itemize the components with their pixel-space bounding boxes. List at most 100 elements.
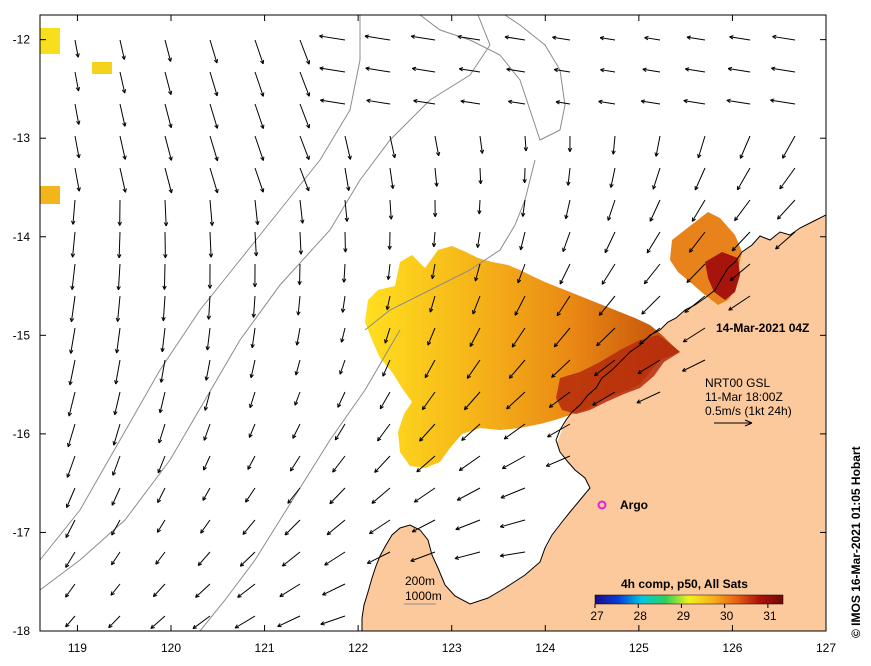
argo-float: Argo: [597, 498, 648, 512]
current-arrow: [455, 519, 481, 530]
depth-legend-1000m: 1000m: [405, 589, 442, 603]
current-arrowhead: [296, 311, 301, 316]
current-arrowhead: [504, 35, 509, 40]
current-arrowhead: [214, 124, 219, 129]
current-arrow: [192, 615, 211, 630]
current-arrow: [777, 199, 796, 220]
current-arrowhead: [686, 278, 691, 284]
current-arrow: [320, 615, 346, 625]
current-arrowhead: [207, 284, 213, 289]
current-arrowhead: [517, 278, 522, 284]
current-arrowhead: [203, 436, 208, 441]
current-arrow: [326, 519, 346, 536]
current-legend-line1: NRT00 GSL: [705, 376, 770, 390]
current-arrowhead: [643, 279, 649, 285]
current-arrow: [500, 519, 526, 528]
current-arrowhead: [469, 342, 474, 347]
current-arrow: [209, 231, 212, 258]
current-arrowhead: [681, 367, 687, 372]
current-arrow: [74, 39, 79, 58]
current-arrow: [164, 71, 172, 95]
current-arrow: [118, 231, 121, 258]
current-arrowhead: [601, 280, 606, 285]
current-arrowhead: [728, 306, 733, 311]
current-arrow: [434, 135, 440, 156]
current-arrow: [474, 263, 481, 282]
current-arrowhead: [598, 99, 603, 105]
current-arrow: [374, 455, 391, 473]
current-arrowhead: [432, 212, 438, 217]
current-arrow: [74, 167, 80, 192]
current-arrow: [284, 519, 301, 536]
current-arrowhead: [260, 92, 265, 97]
current-arrow: [290, 455, 301, 472]
current-arrowhead: [339, 370, 344, 375]
current-arrow: [279, 583, 301, 598]
current-arrow: [599, 37, 616, 41]
current-arrowhead: [427, 341, 432, 346]
colorbar-tick-label: 31: [763, 609, 777, 623]
current-arrow: [74, 71, 80, 92]
lon-tick-label: 125: [629, 641, 649, 655]
current-arrowhead: [163, 222, 169, 227]
current-arrowhead: [337, 403, 342, 408]
current-arrowhead: [652, 185, 657, 190]
current-arrowhead: [110, 560, 116, 566]
current-arrowhead: [65, 533, 70, 539]
current-arrow: [155, 551, 166, 565]
sst-patch: [365, 246, 680, 468]
current-arrow: [636, 391, 661, 404]
current-arrow: [209, 167, 218, 194]
timestamp-label: 14-Mar-2021 04Z: [716, 321, 809, 335]
current-arrowhead: [640, 99, 646, 104]
current-arrowhead: [364, 34, 369, 39]
current-arrow: [371, 487, 391, 504]
current-arrowhead: [245, 498, 250, 503]
current-arrowhead: [463, 405, 469, 411]
current-arrow: [159, 391, 166, 413]
current-arrowhead: [156, 528, 162, 533]
current-arrowhead: [609, 183, 614, 188]
current-arrow: [237, 583, 256, 598]
current-arrow: [247, 455, 256, 470]
current-arrow: [72, 231, 76, 258]
current-arrow: [65, 615, 76, 628]
current-arrow: [67, 423, 76, 448]
current-arrow: [460, 100, 481, 105]
current-arrowhead: [259, 59, 265, 65]
current-arrow: [477, 231, 481, 248]
current-arrow: [254, 231, 257, 257]
current-arrowhead: [519, 245, 524, 251]
current-arrowhead: [553, 67, 559, 73]
colorbar-ticks: 27 28 29 30 31: [590, 604, 777, 623]
current-arrow: [739, 135, 751, 159]
current-arrow: [772, 35, 796, 41]
current-arrow: [553, 327, 571, 348]
depth-legend: 200m 1000m: [404, 574, 442, 605]
current-arrow: [640, 100, 661, 105]
current-arrow: [594, 359, 616, 377]
current-arrow: [469, 327, 481, 347]
current-arrowhead: [160, 347, 165, 353]
current-arrow: [427, 327, 436, 346]
current-arrow: [639, 327, 661, 345]
current-arrowhead: [559, 280, 564, 285]
current-arrowhead: [694, 185, 699, 191]
current-arrowhead: [255, 220, 260, 226]
current-arrowhead: [382, 372, 387, 377]
current-arrow: [779, 167, 796, 190]
current-arrow: [434, 167, 438, 187]
current-arrow: [343, 263, 346, 283]
current-arrow: [254, 167, 264, 193]
current-arrow: [66, 455, 76, 478]
current-arrow: [500, 551, 526, 557]
current-arrowhead: [474, 277, 479, 282]
current-arrowhead: [508, 99, 513, 105]
current-arrowhead: [305, 124, 311, 129]
lon-tick-label: 119: [68, 641, 87, 655]
current-arrowhead: [341, 278, 347, 283]
current-arrowhead: [688, 248, 694, 253]
current-arrow: [195, 583, 211, 598]
current-arrow: [479, 167, 482, 184]
